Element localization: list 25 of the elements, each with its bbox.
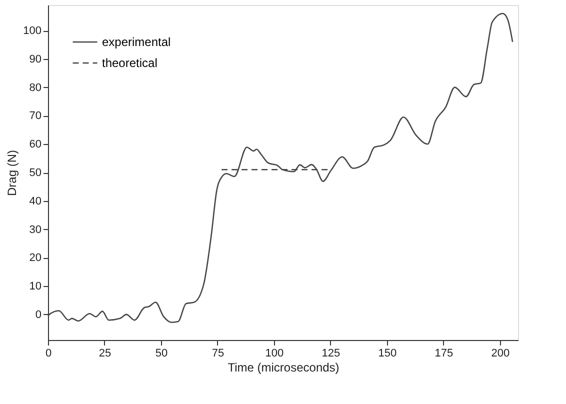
- x-tick-label: 175: [434, 348, 454, 360]
- x-tick-label: 200: [491, 348, 510, 360]
- y-tick-label: 10: [29, 280, 42, 293]
- y-tick-label: 60: [29, 138, 42, 151]
- y-tick-label: 90: [29, 53, 42, 66]
- x-tick-label: 25: [98, 348, 112, 360]
- legend-label: theoretical: [102, 56, 158, 70]
- x-axis-title: Time (microseconds): [228, 360, 340, 374]
- x-tick-label: 150: [378, 348, 397, 360]
- legend-label: experimental: [102, 35, 171, 49]
- x-tick-label: 50: [155, 348, 168, 360]
- x-tick-label: 125: [322, 348, 340, 360]
- line-series: [47, 12, 514, 324]
- y-tick-label: 50: [29, 167, 42, 179]
- x-tick-label: 100: [265, 348, 284, 360]
- y-tick-label: 70: [29, 110, 42, 122]
- y-axis-title: Drag (N): [5, 150, 20, 196]
- y-tick-label: 100: [23, 25, 42, 38]
- y-tick-label: 30: [29, 224, 42, 236]
- x-tick-label: 75: [212, 348, 224, 360]
- y-tick-label: 80: [29, 82, 42, 94]
- y-tick-label: 20: [29, 252, 42, 264]
- y-tick-label: 0: [35, 308, 42, 321]
- y-tick-label: 40: [29, 195, 42, 208]
- x-tick-label: 0: [45, 348, 52, 360]
